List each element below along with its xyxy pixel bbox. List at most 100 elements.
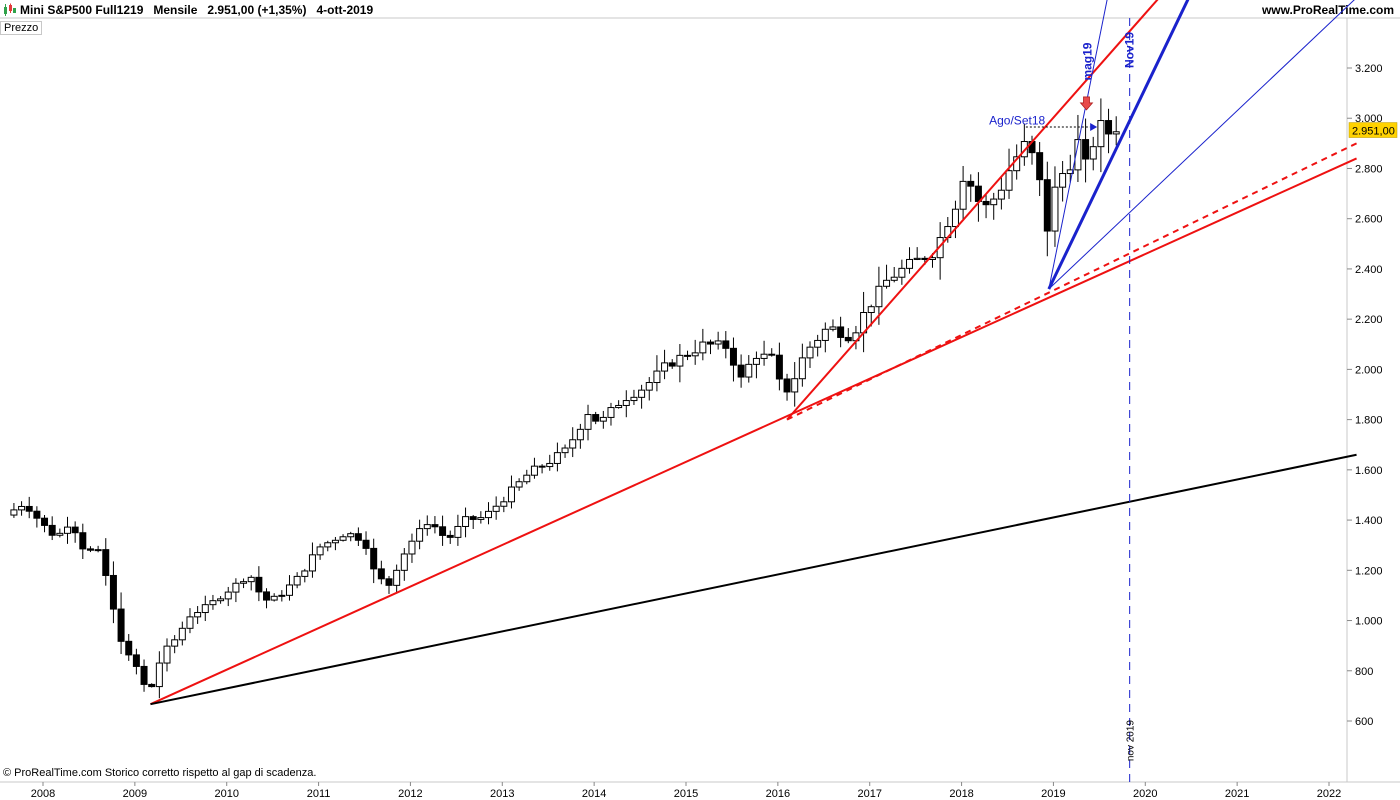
y-tick-label: 1.800 [1355, 415, 1383, 427]
candle-body [768, 353, 776, 356]
candle-body [668, 362, 676, 367]
x-tick-label: 2017 [857, 788, 881, 800]
y-tick-label: 2.400 [1355, 264, 1383, 276]
candle-body [1105, 120, 1113, 135]
candle-body [263, 591, 271, 601]
candle-body [339, 536, 347, 541]
candle-body [439, 526, 447, 536]
candle-body [661, 362, 669, 372]
candle-body [607, 407, 615, 418]
candle-body [48, 524, 56, 536]
candle-body [163, 645, 171, 664]
candle-body [155, 662, 163, 688]
candle-body [347, 533, 355, 538]
candle-body [102, 549, 110, 576]
candle-body [729, 347, 737, 366]
candle-body [400, 553, 408, 571]
candle-body [63, 526, 71, 534]
candle-body [913, 257, 921, 260]
candle-body [569, 439, 577, 449]
x-tick-label: 2019 [1041, 788, 1065, 800]
x-tick-label: 2008 [31, 788, 55, 800]
candle-body [1112, 131, 1120, 135]
candle-body [10, 509, 18, 516]
x-tick-label: 2016 [766, 788, 790, 800]
annotation-label: Ago/Set18 [989, 114, 1045, 128]
candle-body [132, 654, 140, 667]
candle-body [546, 462, 554, 468]
candle-body [25, 505, 33, 512]
candle-body [171, 639, 179, 647]
x-tick-label: 2009 [123, 788, 147, 800]
y-tick-label: 1.600 [1355, 465, 1383, 477]
level-marker-arrow-icon [1090, 123, 1098, 132]
candle-body [1089, 146, 1097, 160]
x-tick-label: 2012 [398, 788, 422, 800]
y-tick-label: 2.000 [1355, 364, 1383, 376]
candle-body [454, 525, 462, 538]
candle-body [814, 339, 822, 348]
x-tick-label: 2018 [949, 788, 973, 800]
candle-body [393, 569, 401, 586]
candle-body [408, 540, 416, 555]
candle-body [561, 447, 569, 454]
candle-body [41, 517, 49, 526]
chart-header: Mini S&P500 Full1219 Mensile 2.951,00 (+… [0, 0, 1400, 20]
site-link[interactable]: www.ProRealTime.com [1261, 3, 1394, 17]
candle-body [331, 539, 339, 544]
candle-body [240, 581, 248, 584]
candle-body [906, 258, 914, 269]
candle-body [140, 665, 148, 685]
x-tick-label: 2014 [582, 788, 606, 800]
candle-body [576, 428, 584, 441]
candle-body [684, 354, 692, 357]
candle-body [615, 404, 623, 409]
candle-body [959, 180, 967, 210]
candle-body [699, 341, 707, 354]
candle-body [921, 257, 929, 260]
y-tick-label: 2.800 [1355, 163, 1383, 175]
candle-body [638, 389, 646, 398]
candle-body [515, 481, 523, 488]
candle-body [109, 574, 117, 610]
last-price-label: 2.951,00 [1352, 126, 1395, 138]
candle-body [875, 285, 883, 308]
candle-body [507, 486, 515, 503]
candle-body [630, 396, 638, 402]
candle-body [56, 532, 64, 536]
candle-body [308, 554, 316, 572]
candle-body [737, 364, 745, 378]
candle-body [285, 584, 293, 596]
candle-body [125, 640, 133, 656]
y-tick-label: 600 [1355, 716, 1373, 728]
candle-body [645, 382, 653, 391]
chart-title: Mini S&P500 Full1219 Mensile 2.951,00 (+… [20, 3, 374, 17]
candle-body [553, 452, 561, 464]
candle-body [745, 363, 753, 378]
candle-body [706, 341, 714, 345]
candle-body [71, 526, 79, 534]
candle-body [691, 352, 699, 357]
y-tick-label: 800 [1355, 666, 1373, 678]
candle-body [431, 524, 439, 528]
candle-body [1005, 170, 1013, 191]
y-tick-label: 2.200 [1355, 314, 1383, 326]
candle-body [86, 548, 94, 551]
y-tick-label: 1.000 [1355, 616, 1383, 628]
candle-body [990, 198, 998, 206]
candle-body [653, 370, 661, 384]
candle-body [385, 578, 393, 586]
candle-body [760, 353, 768, 359]
trendline-blue-solid [1048, 0, 1108, 290]
candle-body [997, 189, 1005, 200]
candle-body [1051, 186, 1059, 232]
x-tick-label: 2022 [1317, 788, 1341, 800]
candle-body [752, 357, 760, 365]
candle-body [148, 683, 156, 688]
candle-body [117, 608, 125, 642]
trendline-red-solid [150, 157, 1357, 706]
candle-body [217, 598, 225, 602]
candle-body [898, 267, 906, 278]
